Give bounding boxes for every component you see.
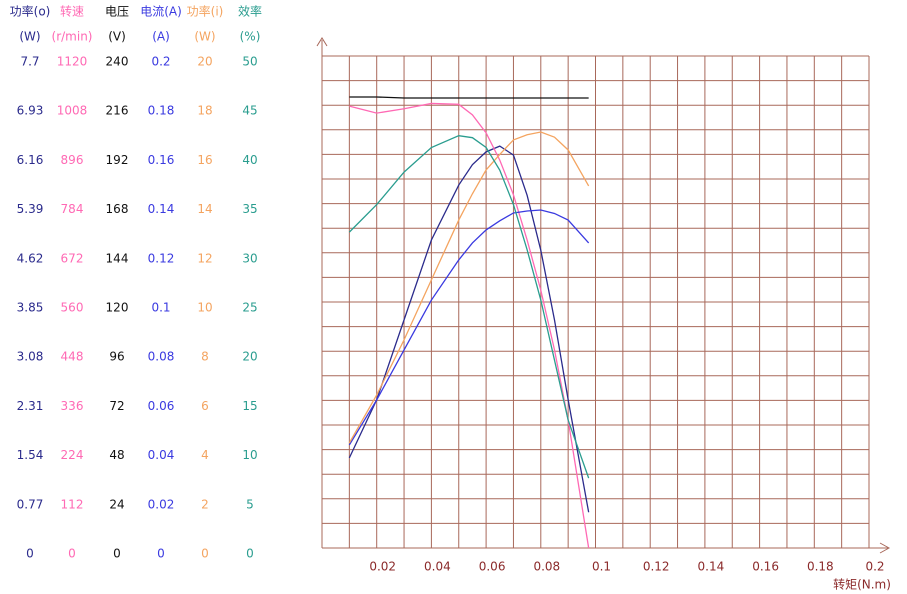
y-tick-label: 3.85 [17, 301, 44, 315]
x-tick-label: 0.12 [643, 560, 670, 574]
axis-unit: (V) [108, 30, 126, 44]
y-tick-label: 240 [106, 55, 129, 69]
y-tick-label: 35 [242, 202, 257, 216]
x-axis [322, 542, 891, 554]
series-line [348, 145, 590, 513]
y-tick-label: 0.2 [151, 55, 170, 69]
y-tick-label: 192 [106, 153, 129, 167]
axis-title: 功率(o) [10, 4, 51, 19]
y-tick-label: 40 [242, 153, 257, 167]
y-tick-label: 0 [157, 547, 165, 561]
axis-unit: (r/min) [52, 30, 93, 44]
y-tick-label: 6 [201, 399, 209, 413]
y-tick-label: 10 [197, 301, 212, 315]
y-tick-label: 4 [201, 448, 209, 462]
x-tick-label: 0.18 [807, 560, 834, 574]
y-tick-label: 168 [106, 202, 129, 216]
axis-title: 电流(A) [140, 5, 182, 19]
y-tick-label: 15 [242, 399, 257, 413]
y-tick-label: 45 [242, 104, 257, 118]
y-tick-label: 3.08 [17, 350, 44, 364]
y-tick-label: 72 [109, 399, 124, 413]
y-tick-label: 0.16 [148, 153, 175, 167]
x-axis-label: 转矩(N.m) [833, 577, 891, 592]
y-tick-label: 0.12 [148, 251, 175, 265]
y-tick-label: 0.06 [148, 399, 175, 413]
axis-unit: (A) [152, 30, 170, 44]
x-tick-label: 0.06 [479, 560, 506, 574]
y-tick-label: 560 [61, 301, 84, 315]
axis-unit: (W) [19, 30, 40, 44]
y-tick-label: 1.54 [17, 448, 44, 462]
y-tick-label: 16 [197, 153, 212, 167]
y-tick-label: 14 [197, 202, 212, 216]
series-line [348, 135, 590, 479]
x-tick-label: 0.2 [865, 560, 884, 574]
y-tick-label: 0 [113, 547, 121, 561]
y-tick-label: 5 [246, 497, 254, 511]
y-tick-label: 224 [61, 448, 84, 462]
axis-title: 效率 [238, 4, 262, 19]
y-tick-label: 2 [201, 497, 209, 511]
y-tick-label: 0 [201, 547, 209, 561]
y-tick-label: 4.62 [17, 251, 44, 265]
y-tick-label: 448 [61, 350, 84, 364]
y-tick-label: 0.08 [148, 350, 175, 364]
y-tick-label: 18 [197, 104, 212, 118]
y-tick-label: 144 [106, 251, 129, 265]
series-line [348, 209, 590, 446]
x-tick-label: 0.1 [592, 560, 611, 574]
x-tick-label: 0.02 [369, 560, 396, 574]
y-tick-label: 20 [242, 350, 257, 364]
y-tick-label: 0.02 [148, 497, 175, 511]
y-tick-label: 0 [68, 547, 76, 561]
y-tick-label: 1120 [57, 55, 88, 69]
series-line [349, 96, 589, 99]
y-tick-label: 0 [26, 547, 34, 561]
y-tick-label: 25 [242, 301, 257, 315]
y-tick-label: 1008 [57, 104, 88, 118]
y-tick-label: 0.14 [148, 202, 175, 216]
series-line [348, 131, 590, 444]
y-tick-label: 672 [61, 251, 84, 265]
x-tick-label: 0.14 [698, 560, 725, 574]
y-tick-label: 50 [242, 55, 257, 69]
x-tick-label: 0.04 [424, 560, 451, 574]
axis-title: 功率(i) [187, 4, 224, 19]
y-tick-label: 7.7 [20, 55, 39, 69]
y-tick-label: 0 [246, 547, 254, 561]
y-tick-label: 120 [106, 301, 129, 315]
y-tick-label: 6.16 [17, 153, 44, 167]
axis-unit: (W) [194, 30, 215, 44]
y-tick-label: 10 [242, 448, 257, 462]
y-tick-label: 5.39 [17, 202, 44, 216]
y-tick-label: 784 [61, 202, 84, 216]
y-axis [316, 37, 328, 548]
y-tick-label: 2.31 [17, 399, 44, 413]
y-tick-label: 216 [106, 104, 129, 118]
y-tick-label: 20 [197, 55, 212, 69]
y-tick-label: 6.93 [17, 104, 44, 118]
series-line [349, 102, 590, 549]
y-tick-label: 336 [61, 399, 84, 413]
x-tick-label: 0.16 [752, 560, 779, 574]
y-tick-label: 0.77 [17, 497, 44, 511]
y-tick-label: 96 [109, 350, 124, 364]
y-tick-label: 112 [61, 497, 84, 511]
y-tick-label: 8 [201, 350, 209, 364]
axis-unit: (%) [240, 30, 261, 44]
y-tick-label: 30 [242, 251, 257, 265]
y-tick-label: 0.04 [148, 448, 175, 462]
y-tick-label: 896 [61, 153, 84, 167]
x-tick-label: 0.08 [533, 560, 560, 574]
axis-title: 转速 [60, 4, 84, 19]
axis-title: 电压 [105, 5, 129, 19]
y-tick-label: 0.1 [151, 301, 170, 315]
y-tick-label: 24 [109, 497, 124, 511]
y-tick-label: 48 [109, 448, 124, 462]
y-tick-label: 12 [197, 251, 212, 265]
y-tick-label: 0.18 [148, 104, 175, 118]
